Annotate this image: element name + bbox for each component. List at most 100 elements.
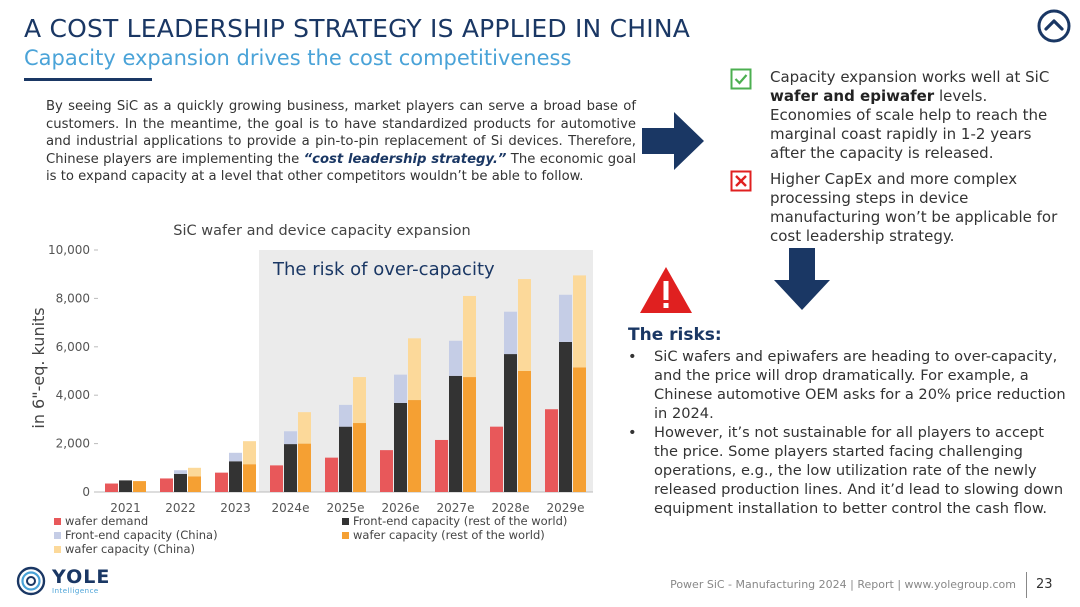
bar-frontend-row bbox=[449, 375, 462, 492]
bar-frontend-china bbox=[284, 431, 297, 445]
legend-label: wafer capacity (rest of the world) bbox=[353, 528, 545, 542]
bar-frontend-row bbox=[504, 354, 517, 492]
bar-wafer-china bbox=[353, 377, 366, 424]
chart-title: SiC wafer and device capacity expansion bbox=[173, 223, 470, 239]
pro-bold: wafer and epiwafer bbox=[770, 87, 935, 105]
bar-frontend-row bbox=[559, 341, 572, 492]
bar-frontend-china bbox=[394, 374, 407, 403]
page-number: 23 bbox=[1036, 577, 1053, 592]
bar-wafer-row bbox=[188, 476, 201, 492]
warning-icon bbox=[640, 267, 692, 313]
bar-wafer-row bbox=[408, 400, 421, 492]
bar-wafer-demand bbox=[490, 426, 503, 492]
capacity-chart: SiC wafer and device capacity expansion … bbox=[29, 223, 593, 556]
bar-wafer-demand bbox=[270, 465, 283, 492]
over-capacity-region bbox=[259, 250, 593, 492]
legend-swatch bbox=[342, 532, 349, 539]
pro-text-2: levels. Economies of scale help to reach… bbox=[770, 87, 1048, 162]
y-tick-label: 4,000 bbox=[56, 388, 90, 402]
bar-frontend-row bbox=[119, 480, 132, 492]
x-tick-label: 2023 bbox=[220, 501, 251, 515]
intro-paragraph: By seeing SiC as a quickly growing busin… bbox=[46, 98, 636, 186]
intro-text-2: The economic goal is to expand capacity … bbox=[46, 151, 636, 185]
x-tick-label: 2028e bbox=[492, 501, 530, 515]
risk-item: SiC wafers and epiwafers are heading to … bbox=[628, 347, 1068, 423]
bar-wafer-demand bbox=[160, 478, 173, 492]
logo-subtext: Intelligence bbox=[52, 587, 99, 595]
risk-item: However, it’s not sustainable for all pl… bbox=[628, 423, 1068, 518]
bar-wafer-row bbox=[298, 443, 311, 492]
page-subtitle: Capacity expansion drives the cost compe… bbox=[24, 46, 572, 70]
bar-wafer-demand bbox=[435, 439, 448, 492]
bar-wafer-china bbox=[463, 295, 476, 378]
bar-wafer-china bbox=[518, 279, 531, 371]
bar-frontend-row bbox=[394, 402, 407, 492]
bar-wafer-china bbox=[243, 441, 256, 465]
legend-swatch bbox=[54, 518, 61, 525]
x-tick-label: 2027e bbox=[437, 501, 475, 515]
over-capacity-annotation: The risk of over-capacity bbox=[272, 259, 495, 280]
footer-source: Power SiC - Manufacturing 2024 | Report … bbox=[670, 578, 1016, 591]
bar-wafer-row bbox=[518, 371, 531, 492]
logo-wordmark: YOLE bbox=[52, 566, 111, 588]
footer-divider bbox=[1026, 572, 1027, 598]
y-axis-label: in 6"-eq. kunits bbox=[29, 307, 48, 428]
y-tick-label: 10,000 bbox=[48, 243, 90, 257]
intro-text-1: By seeing SiC as a quickly growing busin… bbox=[46, 99, 636, 167]
bar-wafer-china bbox=[298, 412, 311, 444]
arrow-right-icon bbox=[642, 112, 704, 170]
bar-frontend-row bbox=[339, 426, 352, 492]
intro-emphasis: “cost leadership strategy.” bbox=[303, 151, 507, 167]
bar-wafer-row bbox=[133, 481, 146, 492]
bar-frontend-row bbox=[284, 444, 297, 492]
title-underline bbox=[24, 78, 152, 81]
bar-wafer-demand bbox=[325, 457, 338, 492]
bar-frontend-china bbox=[339, 404, 352, 427]
yole-logo-icon bbox=[16, 566, 46, 596]
bar-wafer-demand bbox=[380, 450, 393, 492]
bar-frontend-row bbox=[229, 461, 242, 492]
x-tick-label: 2021 bbox=[110, 501, 141, 515]
legend-label: wafer capacity (China) bbox=[65, 542, 195, 556]
cross-icon bbox=[730, 170, 752, 192]
bar-frontend-china bbox=[449, 340, 462, 376]
bar-wafer-demand bbox=[105, 483, 118, 492]
x-tick-label: 2024e bbox=[272, 501, 310, 515]
checkmark-icon bbox=[730, 68, 752, 90]
legend-label: wafer demand bbox=[65, 514, 148, 528]
page-title: A COST LEADERSHIP STRATEGY IS APPLIED IN… bbox=[24, 14, 691, 43]
bar-wafer-demand bbox=[545, 409, 558, 492]
bar-wafer-china bbox=[573, 275, 586, 368]
bar-wafer-row bbox=[353, 423, 366, 492]
scroll-up-icon[interactable] bbox=[1036, 8, 1072, 44]
bar-wafer-china bbox=[408, 338, 421, 401]
bar-frontend-china bbox=[174, 470, 187, 474]
legend-swatch bbox=[54, 546, 61, 553]
bar-wafer-row bbox=[463, 377, 476, 492]
risks-list: SiC wafers and epiwafers are heading to … bbox=[628, 347, 1068, 518]
bar-frontend-china bbox=[504, 311, 517, 355]
y-tick-label: 8,000 bbox=[56, 291, 90, 305]
bar-wafer-demand bbox=[215, 472, 228, 492]
bar-wafer-row bbox=[573, 367, 586, 492]
pro-text-1: Capacity expansion works well at SiC bbox=[770, 68, 1050, 86]
bar-frontend-row bbox=[174, 473, 187, 492]
pro-statement: Capacity expansion works well at SiC waf… bbox=[770, 68, 1070, 163]
y-tick-label: 0 bbox=[82, 485, 90, 499]
legend-label: Front-end capacity (China) bbox=[65, 528, 218, 542]
risks-title: The risks: bbox=[628, 325, 722, 345]
arrow-down-icon bbox=[774, 248, 830, 310]
x-tick-label: 2026e bbox=[382, 501, 420, 515]
x-tick-label: 2025e bbox=[327, 501, 365, 515]
x-tick-label: 2029e bbox=[547, 501, 585, 515]
bar-wafer-row bbox=[243, 464, 256, 492]
x-tick-label: 2022 bbox=[165, 501, 196, 515]
y-tick-label: 6,000 bbox=[56, 340, 90, 354]
legend-label: Front-end capacity (rest of the world) bbox=[353, 514, 567, 528]
bar-wafer-china bbox=[188, 467, 201, 477]
con-statement: Higher CapEx and more complex processing… bbox=[770, 170, 1058, 245]
bar-frontend-china bbox=[229, 452, 242, 462]
y-tick-label: 2,000 bbox=[56, 437, 90, 451]
legend-swatch bbox=[54, 532, 61, 539]
legend-swatch bbox=[342, 518, 349, 525]
